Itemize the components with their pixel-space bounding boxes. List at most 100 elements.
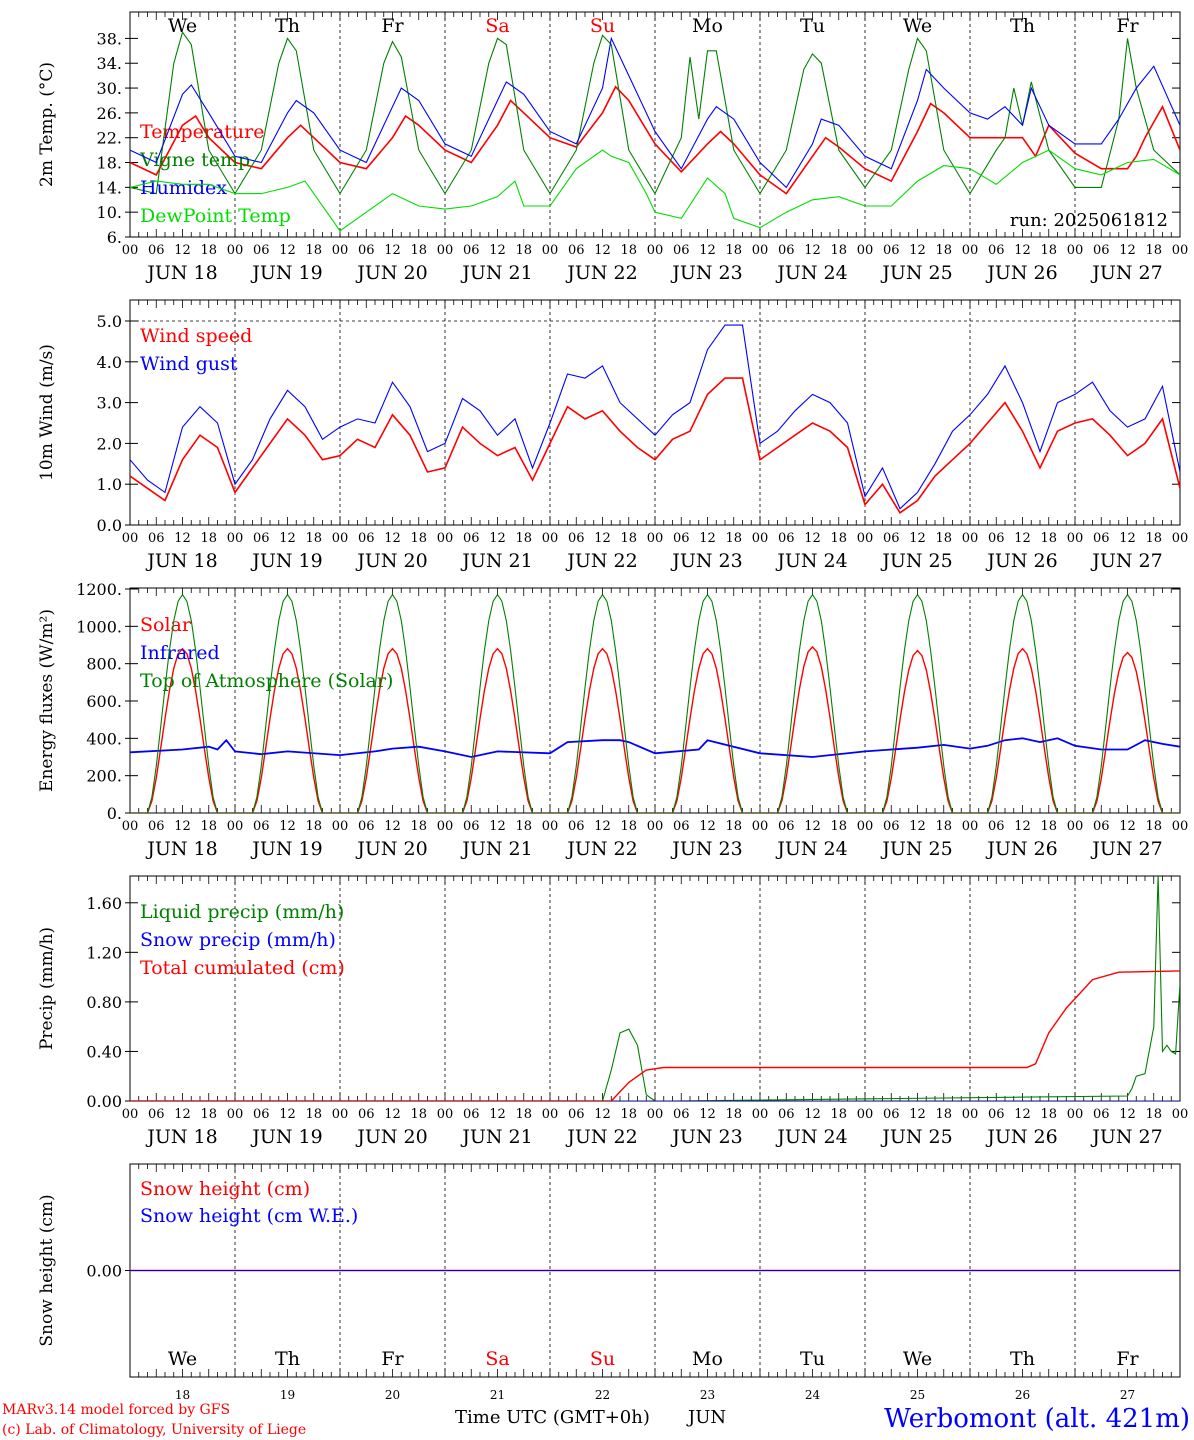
day-number-label: 20 <box>385 1388 400 1402</box>
weekday-label-top: Su <box>590 15 615 37</box>
x-tick-label: 00 <box>122 819 139 834</box>
x-tick-label: 18 <box>515 819 532 834</box>
x-axis-label: Time UTC (GMT+0h) <box>455 1407 650 1428</box>
x-tick-label: 00 <box>647 819 664 834</box>
y-axis-label: Snow height (cm) <box>37 1194 57 1346</box>
legend-entry: Liquid precip (mm/h) <box>140 901 344 923</box>
x-tick-label: 12 <box>384 243 401 258</box>
y-tick-label: 200. <box>86 767 122 786</box>
legend-entry: Humidex <box>140 177 227 199</box>
x-tick-label: 12 <box>489 531 506 546</box>
x-tick-label: 18 <box>725 819 742 834</box>
x-tick-label: 06 <box>253 531 270 546</box>
date-label: JUN 25 <box>880 550 952 572</box>
x-tick-label: 12 <box>699 819 716 834</box>
weekday-label-top: We <box>903 15 932 37</box>
x-tick-label: 06 <box>1093 819 1110 834</box>
x-tick-label: 06 <box>988 531 1005 546</box>
x-tick-label: 12 <box>1014 1107 1031 1122</box>
x-tick-label: 12 <box>804 243 821 258</box>
x-tick-label: 18 <box>830 819 847 834</box>
date-label: JUN 23 <box>670 1126 742 1148</box>
x-tick-label: 12 <box>804 531 821 546</box>
x-tick-label: 06 <box>148 531 165 546</box>
legend-entry: Top of Atmosphere (Solar) <box>140 670 393 692</box>
panel-3: 0. 200. 400. 600. 800. 1000. 1200. Energy fluxe… <box>37 580 1188 860</box>
date-label: JUN 24 <box>775 1126 847 1148</box>
x-tick-label: 00 <box>227 1107 244 1122</box>
x-tick-label: 00 <box>752 531 769 546</box>
x-tick-label: 12 <box>279 243 296 258</box>
x-tick-label: 00 <box>122 1107 139 1122</box>
x-tick-label: 00 <box>857 243 874 258</box>
x-tick-label: 06 <box>148 1107 165 1122</box>
weekday-label-top: Sa <box>485 15 509 37</box>
date-label: JUN 25 <box>880 262 952 284</box>
y-tick-label: 800. <box>86 655 122 674</box>
date-label: JUN 22 <box>565 1126 637 1148</box>
x-tick-label: 00 <box>857 531 874 546</box>
x-tick-label: 18 <box>200 531 217 546</box>
y-axis-label: Precip (mm/h) <box>37 927 57 1050</box>
date-label: JUN 24 <box>775 262 847 284</box>
x-tick-label: 12 <box>1014 819 1031 834</box>
legend-entry: Vigne temp <box>139 149 250 171</box>
x-tick-label: 18 <box>410 243 427 258</box>
day-number-label: 26 <box>1015 1388 1030 1402</box>
x-tick-label: 00 <box>227 819 244 834</box>
x-tick-label: 12 <box>1014 243 1031 258</box>
day-number-label: 25 <box>910 1388 925 1402</box>
date-label: JUN 20 <box>355 838 427 860</box>
x-tick-label: 00 <box>752 1107 769 1122</box>
x-tick-label: 12 <box>489 819 506 834</box>
x-tick-label: 12 <box>174 1107 191 1122</box>
x-tick-label: 12 <box>279 531 296 546</box>
y-tick-label: 0.80 <box>86 993 122 1012</box>
date-label: JUN 23 <box>670 262 742 284</box>
weekday-label-bottom: Th <box>1010 1348 1035 1370</box>
date-label: JUN 27 <box>1090 262 1162 284</box>
date-label: JUN 18 <box>145 1126 217 1148</box>
y-tick-label: 600. <box>86 692 122 711</box>
y-tick-label: 26. <box>97 104 122 123</box>
x-tick-label: 00 <box>542 1107 559 1122</box>
x-tick-label: 12 <box>1119 1107 1136 1122</box>
date-label: JUN 26 <box>985 1126 1057 1148</box>
x-tick-label: 12 <box>804 819 821 834</box>
weekday-label-bottom: Th <box>275 1348 300 1370</box>
legend-entry: Snow precip (mm/h) <box>140 929 336 951</box>
date-label: JUN 19 <box>250 838 322 860</box>
date-label: JUN 19 <box>250 1126 322 1148</box>
weekday-label-bottom: Mo <box>692 1348 723 1370</box>
x-tick-label: 12 <box>909 243 926 258</box>
x-tick-label: 00 <box>332 531 349 546</box>
legend-entry: Total cumulated (cm) <box>140 957 345 979</box>
y-tick-label: 4.0 <box>97 353 122 372</box>
y-tick-label: 1.0 <box>97 475 122 494</box>
date-label: JUN 21 <box>460 838 532 860</box>
x-tick-label: 00 <box>1067 531 1084 546</box>
x-tick-label: 18 <box>620 819 637 834</box>
weekday-label-bottom: We <box>903 1348 932 1370</box>
x-tick-label: 00 <box>1172 243 1189 258</box>
y-tick-label: 14. <box>97 178 122 197</box>
x-tick-label: 00 <box>647 1107 664 1122</box>
x-tick-label: 00 <box>542 819 559 834</box>
x-tick-label: 00 <box>542 531 559 546</box>
x-tick-label: 06 <box>778 243 795 258</box>
month-label: JUN <box>686 1407 726 1428</box>
x-tick-label: 00 <box>857 1107 874 1122</box>
x-tick-label: 18 <box>1040 1107 1057 1122</box>
x-tick-label: 00 <box>437 531 454 546</box>
x-tick-label: 06 <box>778 819 795 834</box>
y-tick-label: 0.0 <box>97 516 122 535</box>
x-tick-label: 12 <box>174 819 191 834</box>
date-label: JUN 22 <box>565 838 637 860</box>
y-tick-label: 22. <box>97 129 122 148</box>
x-tick-label: 06 <box>883 531 900 546</box>
x-tick-label: 18 <box>1145 243 1162 258</box>
x-tick-label: 12 <box>699 1107 716 1122</box>
weekday-label-top: Tu <box>800 15 825 37</box>
x-tick-label: 18 <box>620 243 637 258</box>
weekday-label-top: Th <box>1010 15 1035 37</box>
